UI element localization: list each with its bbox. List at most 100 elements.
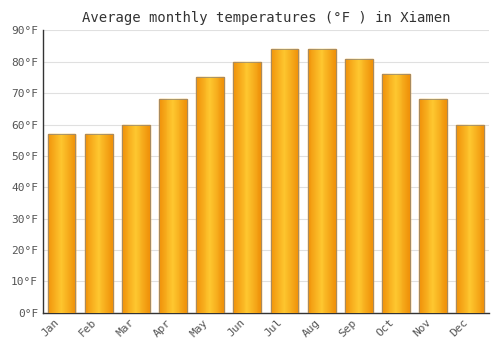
Bar bbox=[434, 99, 435, 313]
Bar bbox=[294, 49, 296, 313]
Bar bbox=[182, 99, 184, 313]
Bar bbox=[279, 49, 280, 313]
Bar bbox=[146, 125, 147, 313]
Bar bbox=[433, 99, 434, 313]
Bar bbox=[171, 99, 172, 313]
Bar bbox=[382, 74, 383, 313]
Bar bbox=[94, 134, 95, 313]
Bar bbox=[133, 125, 134, 313]
Bar bbox=[437, 99, 438, 313]
Bar bbox=[137, 125, 138, 313]
Bar bbox=[347, 59, 348, 313]
Bar bbox=[184, 99, 185, 313]
Bar bbox=[362, 59, 364, 313]
Bar bbox=[88, 134, 90, 313]
Bar bbox=[200, 77, 201, 313]
Bar bbox=[248, 62, 249, 313]
Bar bbox=[134, 125, 135, 313]
Bar bbox=[480, 125, 482, 313]
Bar bbox=[67, 134, 68, 313]
Bar bbox=[258, 62, 260, 313]
Bar bbox=[329, 49, 330, 313]
Bar bbox=[197, 77, 198, 313]
Bar bbox=[241, 62, 242, 313]
Bar bbox=[368, 59, 369, 313]
Bar bbox=[458, 125, 459, 313]
Bar bbox=[71, 134, 72, 313]
Bar bbox=[312, 49, 314, 313]
Bar bbox=[53, 134, 54, 313]
Bar bbox=[106, 134, 107, 313]
Bar bbox=[214, 77, 215, 313]
Bar bbox=[85, 134, 112, 313]
Bar bbox=[393, 74, 394, 313]
Bar bbox=[251, 62, 252, 313]
Bar bbox=[122, 125, 123, 313]
Bar bbox=[48, 134, 76, 313]
Bar bbox=[366, 59, 367, 313]
Bar bbox=[475, 125, 476, 313]
Bar bbox=[286, 49, 288, 313]
Bar bbox=[164, 99, 166, 313]
Title: Average monthly temperatures (°F ) in Xiamen: Average monthly temperatures (°F ) in Xi… bbox=[82, 11, 450, 25]
Bar bbox=[130, 125, 131, 313]
Bar bbox=[397, 74, 398, 313]
Bar bbox=[126, 125, 128, 313]
Bar bbox=[173, 99, 174, 313]
Bar bbox=[471, 125, 472, 313]
Bar bbox=[58, 134, 59, 313]
Bar bbox=[284, 49, 286, 313]
Bar bbox=[419, 99, 447, 313]
Bar bbox=[320, 49, 322, 313]
Bar bbox=[280, 49, 281, 313]
Bar bbox=[199, 77, 200, 313]
Bar bbox=[210, 77, 211, 313]
Bar bbox=[331, 49, 332, 313]
Bar bbox=[211, 77, 212, 313]
Bar bbox=[432, 99, 433, 313]
Bar bbox=[386, 74, 388, 313]
Bar bbox=[482, 125, 484, 313]
Bar bbox=[364, 59, 366, 313]
Bar bbox=[135, 125, 136, 313]
Bar bbox=[196, 77, 197, 313]
Bar bbox=[370, 59, 371, 313]
Bar bbox=[255, 62, 256, 313]
Bar bbox=[274, 49, 275, 313]
Bar bbox=[346, 59, 347, 313]
Bar bbox=[348, 59, 350, 313]
Bar bbox=[246, 62, 248, 313]
Bar bbox=[367, 59, 368, 313]
Bar bbox=[93, 134, 94, 313]
Bar bbox=[314, 49, 315, 313]
Bar bbox=[390, 74, 392, 313]
Bar bbox=[324, 49, 326, 313]
Bar bbox=[97, 134, 98, 313]
Bar bbox=[289, 49, 290, 313]
Bar bbox=[369, 59, 370, 313]
Bar bbox=[330, 49, 331, 313]
Bar bbox=[357, 59, 358, 313]
Bar bbox=[470, 125, 471, 313]
Bar bbox=[216, 77, 218, 313]
Bar bbox=[237, 62, 238, 313]
Bar bbox=[159, 99, 160, 313]
Bar bbox=[456, 125, 458, 313]
Bar bbox=[463, 125, 464, 313]
Bar bbox=[254, 62, 255, 313]
Bar bbox=[66, 134, 67, 313]
Bar bbox=[142, 125, 144, 313]
Bar bbox=[102, 134, 104, 313]
Bar bbox=[406, 74, 407, 313]
Bar bbox=[420, 99, 421, 313]
Bar bbox=[138, 125, 140, 313]
Bar bbox=[202, 77, 203, 313]
Bar bbox=[440, 99, 442, 313]
Bar bbox=[85, 134, 86, 313]
Bar bbox=[57, 134, 58, 313]
Bar bbox=[318, 49, 319, 313]
Bar bbox=[282, 49, 284, 313]
Bar bbox=[419, 99, 420, 313]
Bar bbox=[424, 99, 425, 313]
Bar bbox=[290, 49, 291, 313]
